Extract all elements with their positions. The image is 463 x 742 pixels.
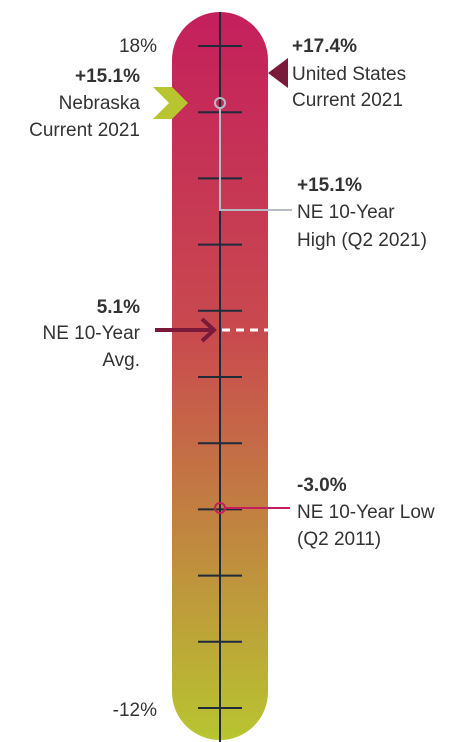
- ne-avg-label-line-1: NE 10-Year: [42, 323, 140, 344]
- ne-high-label-line-2: High (Q2 2021): [297, 230, 427, 251]
- nebraska-value-label: +15.1%: [75, 66, 140, 87]
- us-label-line-2: Current 2021: [292, 90, 403, 111]
- nebraska-label-line-2: Current 2021: [29, 120, 140, 141]
- us-value-label: +17.4%: [292, 36, 357, 57]
- nebraska-label-line-1: Nebraska: [59, 93, 141, 114]
- us-label-line-1: United States: [292, 64, 406, 85]
- us-current-marker: [268, 58, 288, 88]
- ne-low-label-line-2: (Q2 2011): [297, 529, 381, 550]
- nebraska-current-marker: [153, 87, 188, 119]
- ne-high-marker: [214, 97, 226, 109]
- axis-label-top: 18%: [119, 36, 157, 57]
- ne-low-marker: [214, 502, 226, 514]
- ne-avg-value-label: 5.1%: [97, 297, 140, 318]
- ne-high-value-label: +15.1%: [297, 175, 362, 196]
- ne-avg-arrow-head: [200, 317, 217, 343]
- ne-low-label-line-1: NE 10-Year Low: [297, 502, 435, 523]
- axis-label-bottom: -12%: [113, 700, 157, 721]
- ne-high-label-line-1: NE 10-Year: [297, 202, 395, 223]
- ne-low-value-label: -3.0%: [297, 475, 347, 496]
- ne-high-leader-line: [219, 108, 292, 211]
- ne-avg-label-line-2: Avg.: [102, 350, 140, 371]
